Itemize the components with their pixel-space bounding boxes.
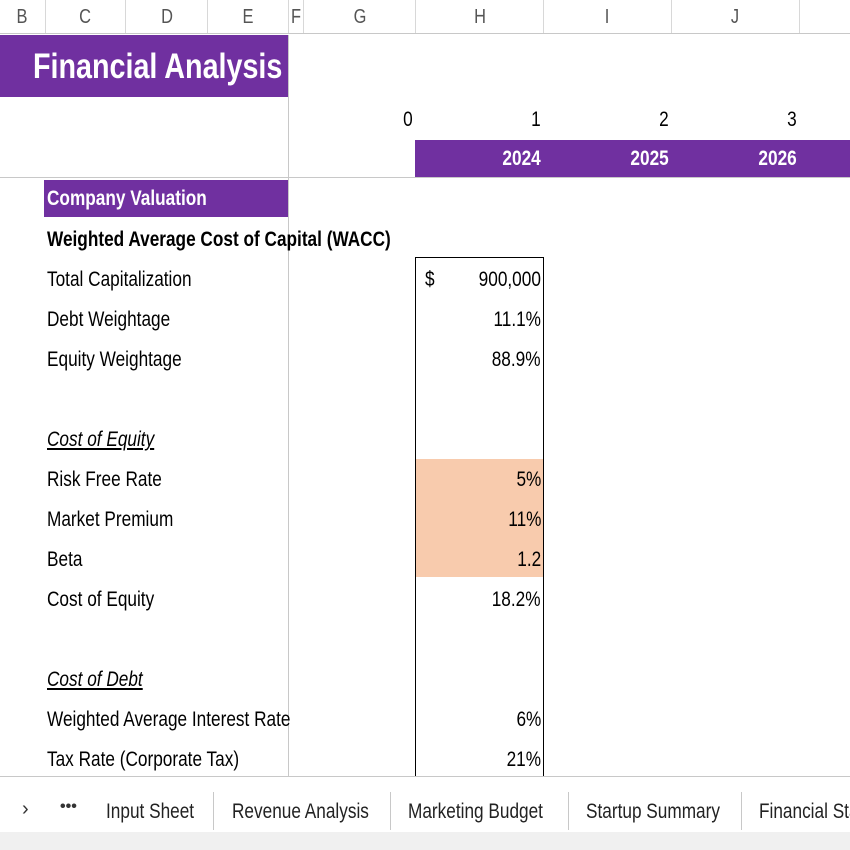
title-band <box>0 35 288 97</box>
period-index: 2 <box>659 108 669 131</box>
row-label: Cost of Debt <box>47 668 143 691</box>
row-value: 88.9% <box>492 348 541 371</box>
status-strip <box>0 832 850 850</box>
row-label: Cost of Equity <box>47 588 155 611</box>
year-header: 2026 <box>758 147 797 170</box>
tab-separator <box>741 792 742 830</box>
column-separator <box>207 0 208 33</box>
header-rule <box>0 177 850 178</box>
currency-symbol: $ <box>425 268 435 291</box>
column-header[interactable]: C <box>79 6 91 28</box>
row-value: 21% <box>506 748 541 771</box>
sheet-tab[interactable]: Startup Summary <box>586 800 720 823</box>
input-highlight <box>415 459 543 577</box>
sheet-tab[interactable]: Marketing Budget <box>408 800 543 823</box>
column-header[interactable]: G <box>353 6 367 28</box>
row-label: Market Premium <box>47 508 174 531</box>
tab-separator <box>213 792 214 830</box>
section-title: Company Valuation <box>47 187 207 210</box>
column-header[interactable]: D <box>161 6 173 28</box>
column-header[interactable]: F <box>290 6 302 28</box>
tab-separator <box>390 792 391 830</box>
row-label: Beta <box>47 548 83 571</box>
year-band <box>415 140 850 177</box>
row-label: Weighted Average Cost of Capital (WACC) <box>47 228 391 251</box>
row-label: Equity Weightage <box>47 348 182 371</box>
row-value: 11% <box>507 508 541 531</box>
column-header[interactable]: E <box>242 6 254 28</box>
row-label: Risk Free Rate <box>47 468 162 491</box>
period-index: 0 <box>403 108 413 131</box>
column-header[interactable]: H <box>474 6 486 28</box>
column-separator <box>45 0 46 33</box>
column-separator <box>125 0 126 33</box>
row-label: Total Capitalization <box>47 268 192 291</box>
row-value: 5% <box>516 468 541 491</box>
column-separator <box>543 0 544 33</box>
tab-separator <box>568 792 569 830</box>
column-separator <box>303 0 304 33</box>
row-label: Weighted Average Interest Rate <box>47 708 291 731</box>
row-label: Debt Weightage <box>47 308 171 331</box>
year-header: 2024 <box>502 147 541 170</box>
section-band <box>44 180 288 217</box>
scroll-arrow[interactable]: › <box>22 798 29 820</box>
column-header[interactable]: J <box>730 6 740 28</box>
value-column-box <box>415 257 544 798</box>
column-separator <box>671 0 672 33</box>
sheet-tab[interactable]: Financial Sta <box>759 800 850 823</box>
row-label: Cost of Equity <box>47 428 155 451</box>
period-index: 1 <box>531 108 541 131</box>
sheet-tab[interactable]: Revenue Analysis <box>232 800 369 823</box>
column-separator <box>799 0 800 33</box>
column-separator <box>415 0 416 33</box>
row-label: Tax Rate (Corporate Tax) <box>47 748 240 771</box>
year-header: 2025 <box>630 147 669 170</box>
sheet-tab[interactable]: Input Sheet <box>106 800 195 823</box>
period-index: 3 <box>787 108 797 131</box>
pane-divider <box>288 35 289 776</box>
column-separator <box>288 0 289 33</box>
row-value: 6% <box>516 708 541 731</box>
row-value: 11.1% <box>493 308 541 331</box>
sheet-title: Financial Analysis <box>33 47 283 86</box>
row-value: 1.2 <box>517 548 541 571</box>
column-header-bar <box>0 0 850 34</box>
row-value: 900,000 <box>478 268 541 291</box>
row-value: 18.2% <box>492 588 541 611</box>
more-tabs[interactable]: ••• <box>60 798 77 815</box>
column-header[interactable]: I <box>604 6 610 28</box>
column-header[interactable]: B <box>16 6 28 28</box>
